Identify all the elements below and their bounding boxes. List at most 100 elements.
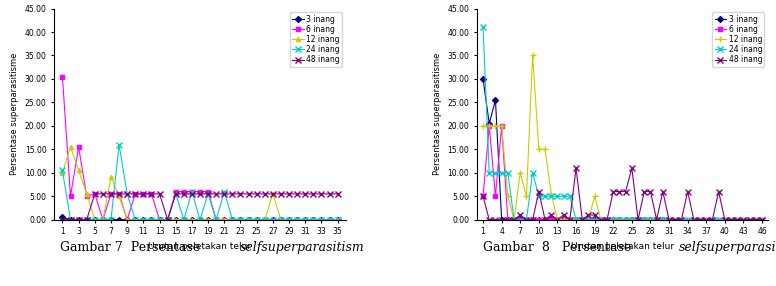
12 inang xyxy=(260,218,269,221)
12 inang xyxy=(139,218,148,221)
3 inang xyxy=(284,218,293,221)
6 inang xyxy=(74,145,83,149)
48 inang xyxy=(652,218,661,221)
6 inang xyxy=(252,218,262,221)
12 inang xyxy=(212,218,221,221)
6 inang xyxy=(751,218,760,221)
24 inang xyxy=(702,218,711,221)
3 inang xyxy=(490,98,500,102)
12 inang xyxy=(196,218,205,221)
6 inang xyxy=(163,218,172,221)
6 inang xyxy=(227,218,237,221)
6 inang xyxy=(615,218,624,221)
12 inang xyxy=(608,218,618,221)
12 inang xyxy=(490,124,500,128)
48 inang xyxy=(106,192,116,196)
12 inang xyxy=(621,218,630,221)
48 inang xyxy=(708,218,717,221)
12 inang xyxy=(559,218,568,221)
12 inang xyxy=(702,218,711,221)
48 inang xyxy=(503,218,512,221)
48 inang xyxy=(664,218,674,221)
24 inang xyxy=(276,218,286,221)
24 inang xyxy=(503,171,512,174)
12 inang xyxy=(90,218,99,221)
24 inang xyxy=(757,218,767,221)
3 inang xyxy=(584,218,593,221)
24 inang xyxy=(658,218,667,221)
48 inang xyxy=(325,192,334,196)
Line: 3 inang: 3 inang xyxy=(481,77,665,222)
24 inang xyxy=(179,218,189,221)
48 inang xyxy=(90,192,99,196)
24 inang xyxy=(187,190,196,193)
3 inang xyxy=(602,218,611,221)
3 inang xyxy=(147,218,156,221)
3 inang xyxy=(590,218,599,221)
6 inang xyxy=(333,218,342,221)
48 inang xyxy=(534,190,543,193)
48 inang xyxy=(745,218,754,221)
48 inang xyxy=(227,192,237,196)
6 inang xyxy=(590,218,599,221)
12 inang xyxy=(325,218,334,221)
6 inang xyxy=(497,124,506,128)
6 inang xyxy=(268,218,278,221)
6 inang xyxy=(621,218,630,221)
3 inang xyxy=(155,218,165,221)
12 inang xyxy=(726,218,736,221)
12 inang xyxy=(720,218,729,221)
24 inang xyxy=(147,218,156,221)
24 inang xyxy=(293,218,302,221)
24 inang xyxy=(300,218,310,221)
24 inang xyxy=(114,143,123,146)
3 inang xyxy=(571,218,580,221)
12 inang xyxy=(751,218,760,221)
48 inang xyxy=(677,218,686,221)
12 inang xyxy=(652,218,661,221)
Legend: 3 inang, 6 inang, 12 inang, 24 inang, 48 inang: 3 inang, 6 inang, 12 inang, 24 inang, 48… xyxy=(290,12,342,67)
48 inang xyxy=(528,218,537,221)
24 inang xyxy=(90,218,99,221)
24 inang xyxy=(571,218,580,221)
24 inang xyxy=(106,218,116,221)
48 inang xyxy=(276,192,286,196)
Y-axis label: Persentase superparasitisme: Persentase superparasitisme xyxy=(10,53,19,175)
6 inang xyxy=(66,194,75,198)
3 inang xyxy=(633,218,643,221)
48 inang xyxy=(751,218,760,221)
24 inang xyxy=(615,218,624,221)
12 inang xyxy=(74,169,83,172)
3 inang xyxy=(74,218,83,221)
24 inang xyxy=(171,192,180,196)
24 inang xyxy=(559,194,568,198)
48 inang xyxy=(571,166,580,170)
6 inang xyxy=(534,218,543,221)
X-axis label: Urutan peletakan telur: Urutan peletakan telur xyxy=(571,242,674,251)
6 inang xyxy=(179,190,189,193)
3 inang xyxy=(163,218,172,221)
3 inang xyxy=(621,218,630,221)
48 inang xyxy=(621,190,630,193)
24 inang xyxy=(695,218,705,221)
6 inang xyxy=(90,192,99,196)
24 inang xyxy=(689,218,698,221)
48 inang xyxy=(179,192,189,196)
24 inang xyxy=(284,218,293,221)
3 inang xyxy=(509,218,518,221)
6 inang xyxy=(155,218,165,221)
3 inang xyxy=(260,218,269,221)
24 inang xyxy=(212,218,221,221)
6 inang xyxy=(325,218,334,221)
24 inang xyxy=(139,218,148,221)
6 inang xyxy=(147,192,156,196)
12 inang xyxy=(590,194,599,198)
3 inang xyxy=(252,218,262,221)
24 inang xyxy=(325,218,334,221)
12 inang xyxy=(317,218,326,221)
3 inang xyxy=(309,218,318,221)
12 inang xyxy=(677,218,686,221)
48 inang xyxy=(726,218,736,221)
48 inang xyxy=(268,192,278,196)
6 inang xyxy=(57,75,67,78)
